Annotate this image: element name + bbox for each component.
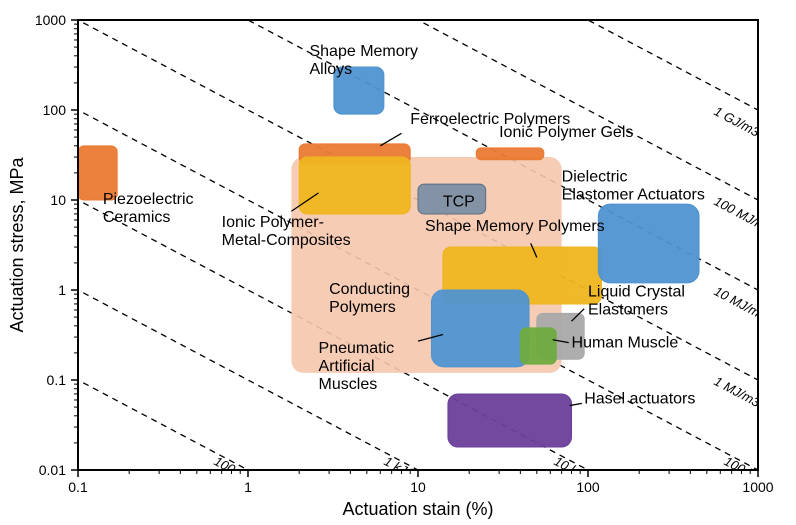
block-label: Ionic Polymer Gels [499,124,633,141]
x-tick-label: 100 [576,479,600,495]
block-ionic-polymer-metal-composites [299,157,410,214]
x-tick-label: 10 [410,479,426,495]
block-human-muscle [520,328,556,364]
block-ionic-polymer-gels [476,148,544,160]
block-label: Shape Memory Polymers [425,218,605,235]
block-dielectric-elastomer-actuators [598,204,699,283]
x-axis-label: Actuation stain (%) [342,499,493,519]
y-tick-label: 0.1 [47,372,67,388]
y-tick-label: 100 [43,102,67,118]
y-tick-label: 1 [58,282,66,298]
x-tick-label: 1000 [742,479,773,495]
block-label: Hasel actuators [584,390,695,407]
block-pneumatic-artificial-muscles [431,290,529,367]
block-label: Human Muscle [572,334,679,351]
y-tick-label: 10 [50,192,66,208]
x-tick-label: 1 [244,479,252,495]
y-axis-label: Actuation stress, MPa [7,156,27,332]
y-tick-label: 1000 [35,12,66,28]
block-hasel-actuators [448,394,572,447]
x-tick-label: 0.1 [68,479,88,495]
block-label: TCP [443,193,475,210]
y-tick-label: 0.01 [39,462,66,478]
